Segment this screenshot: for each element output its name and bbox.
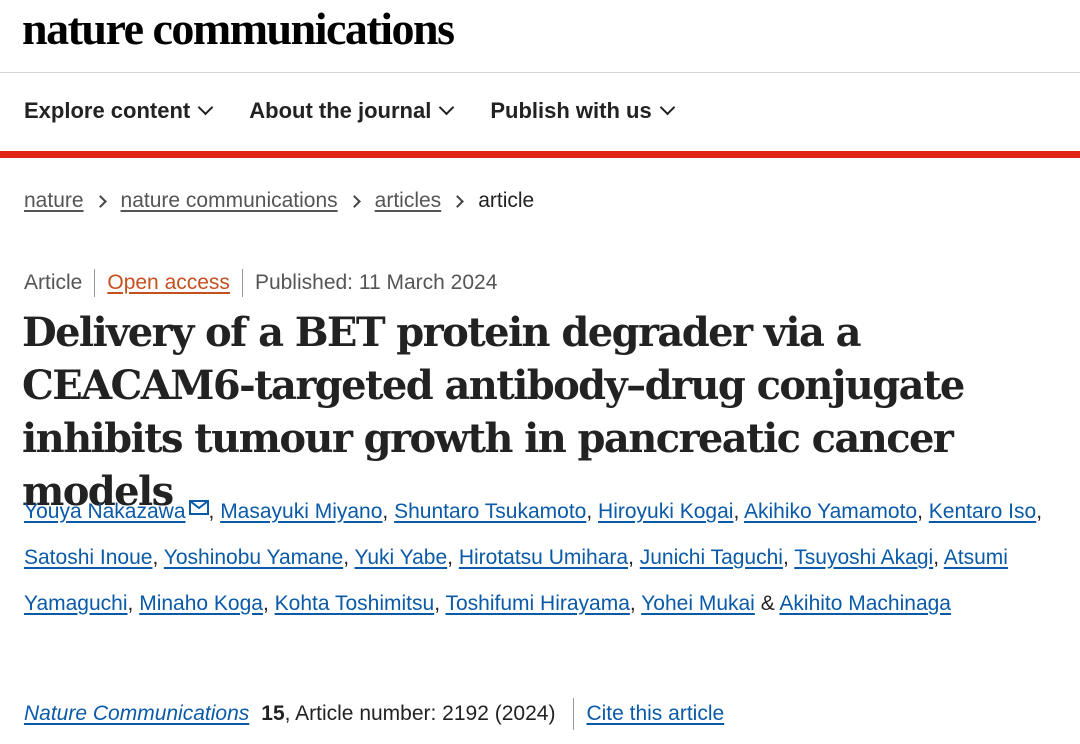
breadcrumb-link[interactable]: nature: [24, 189, 84, 212]
citation: Nature Communications 15 , Article numbe…: [24, 698, 724, 730]
breadcrumb-separator: [93, 194, 107, 208]
author-link[interactable]: Akihiko Yamamoto: [743, 500, 918, 523]
author-link[interactable]: Yohei Mukai: [641, 592, 755, 615]
author-link[interactable]: Hirotatsu Umihara: [458, 546, 629, 569]
accent-bar: [0, 151, 1080, 158]
author-separator: ,: [152, 546, 159, 569]
divider: [573, 698, 575, 730]
published-date: Published: 11 March 2024: [254, 271, 498, 294]
breadcrumb-separator: [347, 194, 361, 208]
author-link[interactable]: Yoshinobu Yamane: [163, 546, 344, 569]
article-meta: Article Open access Published: 11 March …: [24, 269, 497, 297]
article-type: Article: [24, 271, 83, 294]
author-separator: ,: [586, 500, 593, 523]
chevron: [659, 99, 675, 116]
divider: [94, 269, 96, 297]
divider: [241, 269, 243, 297]
author-separator: ,: [208, 500, 215, 523]
author-separator: ,: [917, 500, 923, 523]
nav-label[interactable]: Explore content: [24, 98, 191, 123]
cite-link[interactable]: Cite this article: [586, 702, 725, 725]
author-link[interactable]: Akihito Machinaga: [779, 592, 951, 615]
author-separator: ,: [262, 592, 269, 615]
chevron: [197, 99, 214, 116]
author-link[interactable]: Tsuyoshi Akagi: [794, 546, 934, 569]
site-logo[interactable]: nature communications: [22, 3, 455, 54]
author-separator: ,: [382, 500, 389, 523]
nav-item[interactable]: Publish with us: [490, 98, 675, 124]
email-icon[interactable]: [188, 500, 209, 515]
main-nav: Explore content About the journal Publis…: [24, 98, 675, 124]
author-link[interactable]: Toshifumi Hirayama: [445, 592, 630, 615]
author-separator: ,: [434, 592, 441, 615]
citation-details: , Article number: 2192 (2024): [284, 702, 556, 725]
author-link[interactable]: Satoshi Inoue: [24, 546, 153, 569]
author-link[interactable]: Kentaro Iso: [928, 500, 1037, 523]
author-separator: ,: [733, 500, 740, 523]
breadcrumb-link[interactable]: articles: [374, 189, 442, 212]
volume: 15: [261, 702, 285, 725]
author-separator: ,: [127, 592, 134, 615]
author-link[interactable]: Hiroyuki Kogai: [598, 500, 734, 523]
author-link[interactable]: Atsumi Yamaguchi: [24, 546, 1008, 615]
author-link[interactable]: Kohta Toshimitsu: [274, 592, 435, 615]
header-divider: [0, 72, 1080, 73]
breadcrumb-link[interactable]: nature communications: [120, 189, 338, 212]
journal-link[interactable]: Nature Communications: [24, 702, 250, 725]
chevron: [439, 99, 455, 116]
author-list: Youya Nakazawa, Masayuki Miyano, Shuntar…: [24, 489, 1064, 627]
author-separator: ,: [343, 546, 350, 569]
author-separator: ,: [782, 546, 789, 569]
breadcrumb-separator: [451, 194, 465, 208]
breadcrumb-current: article: [478, 189, 535, 212]
author-link[interactable]: Junichi Taguchi: [639, 546, 783, 569]
author-separator: ,: [1036, 500, 1043, 523]
author-link[interactable]: Minaho Koga: [139, 592, 263, 615]
author-separator: ,: [629, 592, 636, 615]
author-ampersand: &: [760, 592, 775, 615]
author-separator: ,: [447, 546, 453, 569]
open-access-link[interactable]: Open access: [107, 271, 230, 294]
author-separator: ,: [933, 546, 940, 569]
author-link[interactable]: Masayuki Miyano: [220, 500, 383, 523]
breadcrumbs: nature nature communications articles ar…: [24, 189, 534, 213]
author-link[interactable]: Shuntaro Tsukamoto: [394, 500, 587, 523]
nav-label[interactable]: Publish with us: [490, 98, 652, 123]
author-link[interactable]: Youya Nakazawa: [24, 500, 186, 523]
author-separator: ,: [628, 546, 634, 569]
article-title: Delivery of a BET protein degrader via a…: [22, 309, 965, 515]
nav-item[interactable]: About the journal: [249, 98, 455, 124]
author-link[interactable]: Yuki Yabe: [354, 546, 448, 569]
nav-label[interactable]: About the journal: [249, 98, 432, 123]
nav-item[interactable]: Explore content: [24, 98, 214, 124]
